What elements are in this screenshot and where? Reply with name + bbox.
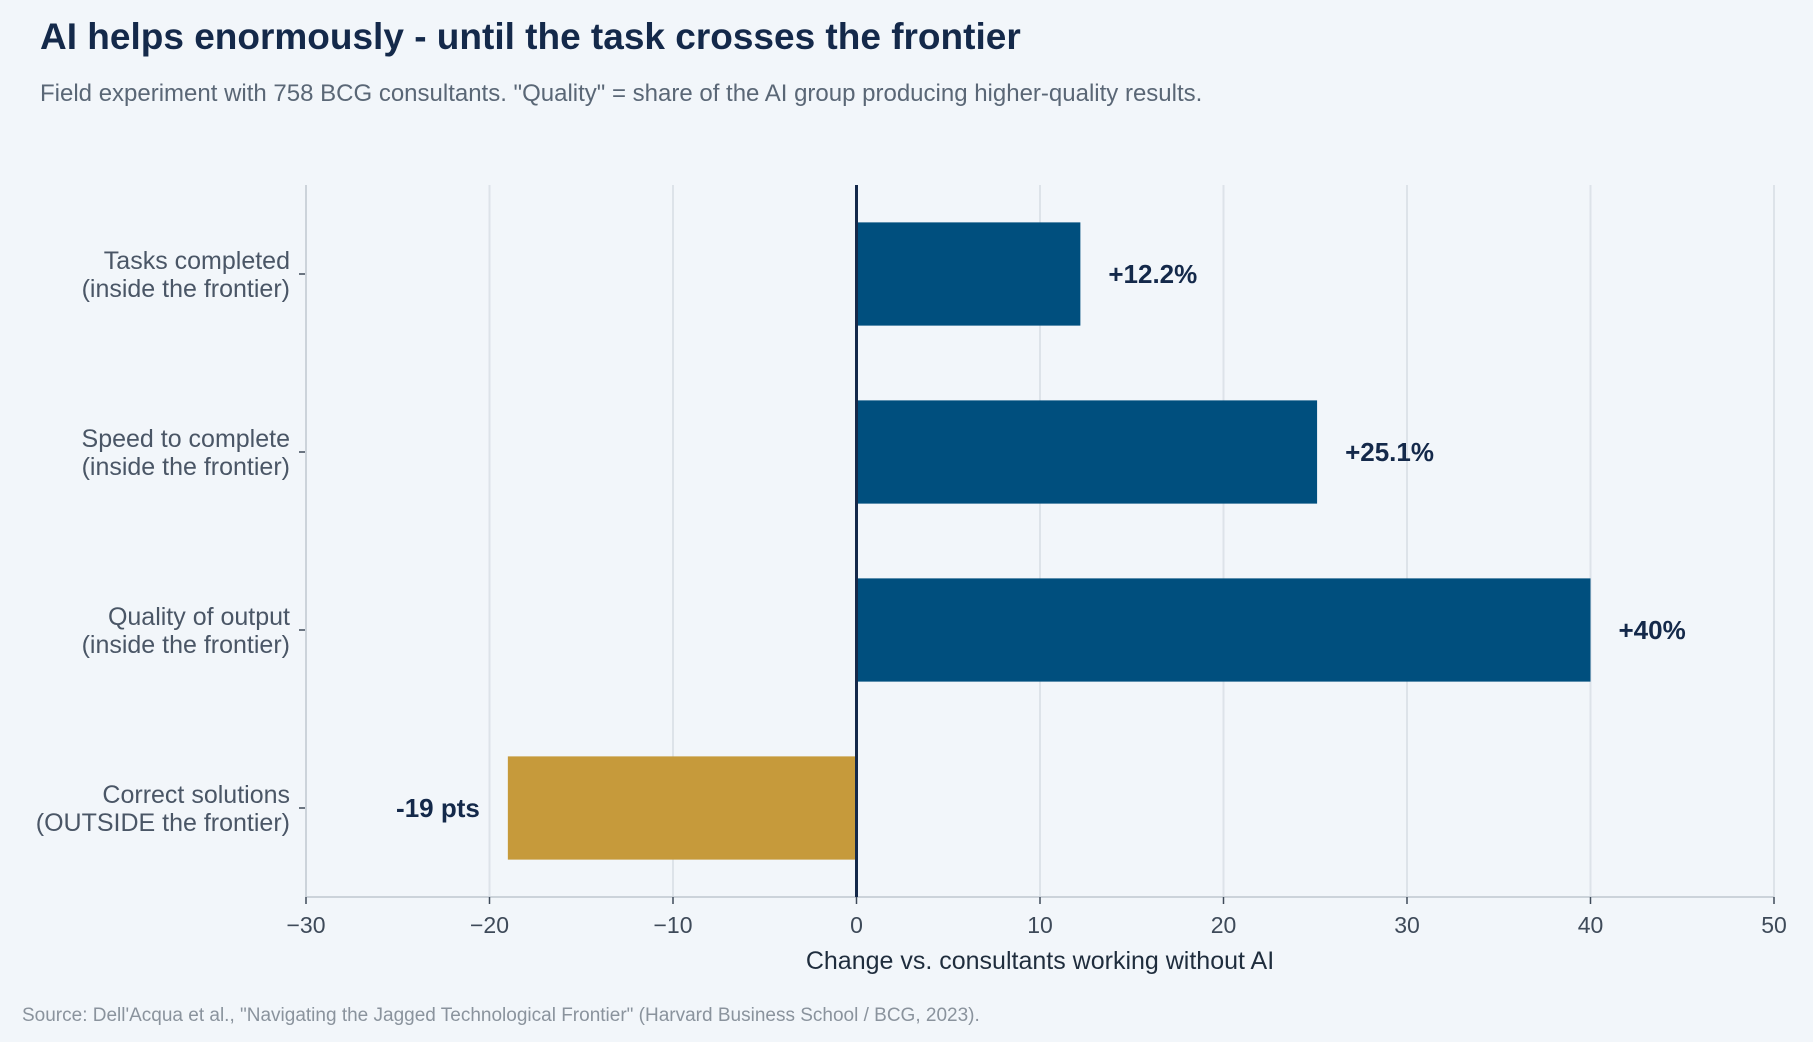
category-label: Tasks completed (inside the frontier) xyxy=(82,247,290,303)
category-label: Speed to complete (inside the frontier) xyxy=(82,425,290,481)
category-label-line: (OUTSIDE the frontier) xyxy=(36,809,290,837)
x-tick-label: 30 xyxy=(1394,912,1420,938)
x-axis-label: Change vs. consultants working without A… xyxy=(806,947,1274,975)
x-tick-label: 0 xyxy=(850,912,863,938)
x-tick-label: 10 xyxy=(1027,912,1053,938)
bar xyxy=(856,222,1081,326)
chart-subtitle: Field experiment with 758 BCG consultant… xyxy=(40,80,1203,107)
category-label-line: Tasks completed xyxy=(104,247,290,275)
bar xyxy=(856,400,1318,504)
category-label-line: Correct solutions xyxy=(102,781,290,809)
category-label-line: (inside the frontier) xyxy=(82,453,290,481)
x-tick-label: 50 xyxy=(1761,912,1787,938)
bar xyxy=(856,578,1591,682)
bars xyxy=(507,222,1591,860)
x-tick-label: 40 xyxy=(1578,912,1604,938)
category-label-line: (inside the frontier) xyxy=(82,631,290,659)
x-tick-label: −30 xyxy=(286,912,325,938)
category-label: Quality of output (inside the frontier) xyxy=(82,603,290,659)
data-label: +25.1% xyxy=(1345,437,1434,467)
category-label-line: (inside the frontier) xyxy=(82,275,290,303)
source-note: Source: Dell'Acqua et al., "Navigating t… xyxy=(22,1005,980,1026)
category-label-line: Speed to complete xyxy=(82,425,290,453)
bar xyxy=(507,756,857,860)
grid-lines xyxy=(305,185,1775,897)
chart-title: AI helps enormously - until the task cro… xyxy=(40,16,1021,57)
data-label: -19 pts xyxy=(396,793,480,823)
data-label: +12.2% xyxy=(1108,259,1197,289)
category-label: Correct solutions (OUTSIDE the frontier) xyxy=(36,781,290,837)
axes: −30 −20 −10 0 10 20 30 40 50 Change vs. consultan… xyxy=(286,185,1787,975)
data-label: +40% xyxy=(1619,615,1686,645)
x-tick-label: −20 xyxy=(470,912,509,938)
x-tick-label: −10 xyxy=(653,912,692,938)
labels: Tasks completed (inside the frontier) +12.… xyxy=(36,247,1686,837)
x-tick-label: 20 xyxy=(1211,912,1237,938)
category-label-line: Quality of output xyxy=(108,603,290,631)
